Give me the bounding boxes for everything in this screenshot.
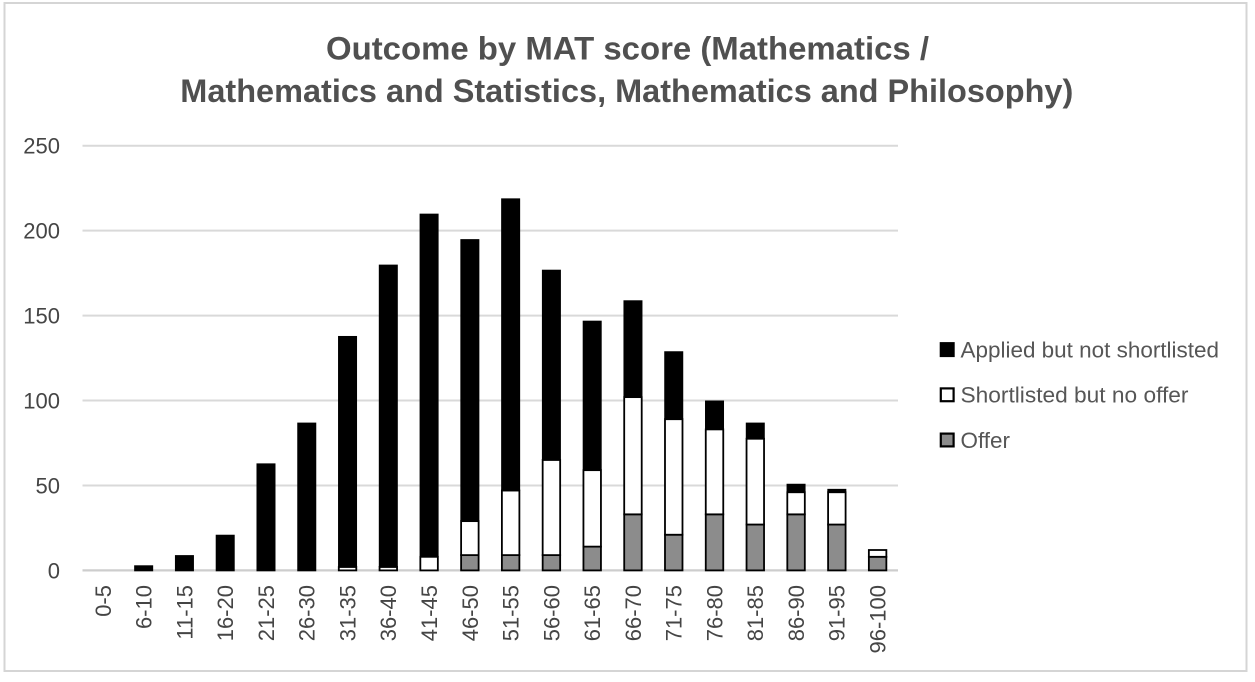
svg-text:61-65: 61-65 [580, 585, 605, 641]
svg-text:0: 0 [48, 558, 60, 583]
svg-text:81-85: 81-85 [743, 585, 768, 641]
svg-text:50: 50 [36, 474, 60, 499]
svg-text:100: 100 [23, 389, 60, 414]
svg-text:66-70: 66-70 [621, 585, 646, 641]
svg-text:16-20: 16-20 [213, 585, 238, 641]
svg-text:6-10: 6-10 [132, 585, 157, 629]
svg-text:150: 150 [23, 304, 60, 329]
svg-text:41-45: 41-45 [417, 585, 442, 641]
svg-text:200: 200 [23, 219, 60, 244]
svg-text:250: 250 [23, 134, 60, 159]
svg-text:56-60: 56-60 [539, 585, 564, 641]
svg-text:21-25: 21-25 [254, 585, 279, 641]
svg-text:91-95: 91-95 [825, 585, 850, 641]
svg-text:96-100: 96-100 [866, 585, 891, 654]
svg-text:11-15: 11-15 [172, 585, 197, 640]
svg-text:Offer: Offer [961, 428, 1011, 453]
svg-text:86-90: 86-90 [784, 585, 809, 641]
svg-text:46-50: 46-50 [458, 585, 483, 641]
svg-text:Applied but not shortlisted: Applied but not shortlisted [961, 337, 1220, 362]
svg-text:Mathematics and Statistics, Ma: Mathematics and Statistics, Mathematics … [180, 73, 1073, 109]
svg-text:0-5: 0-5 [91, 585, 116, 617]
svg-text:Shortlisted but no offer: Shortlisted but no offer [961, 383, 1189, 408]
svg-text:26-30: 26-30 [295, 585, 320, 641]
svg-text:31-35: 31-35 [335, 585, 360, 641]
svg-text:36-40: 36-40 [376, 585, 401, 641]
svg-text:Outcome by MAT score (Mathemat: Outcome by MAT score (Mathematics / [326, 30, 929, 66]
svg-text:51-55: 51-55 [499, 585, 524, 641]
svg-text:71-75: 71-75 [662, 585, 687, 641]
svg-text:76-80: 76-80 [702, 585, 727, 641]
